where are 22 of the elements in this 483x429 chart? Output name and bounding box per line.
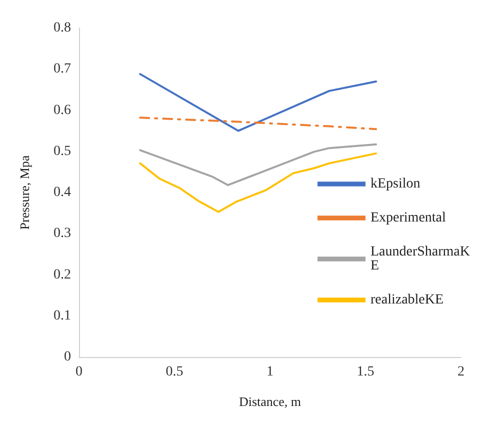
y-axis-title: Pressure, Mpa bbox=[17, 155, 32, 230]
x-tick-label: 2 bbox=[458, 364, 464, 380]
legend-label: Experimental bbox=[370, 210, 446, 226]
y-tick-label: 0.3 bbox=[54, 226, 71, 242]
y-tick-label: 0.2 bbox=[54, 267, 71, 282]
legend-label: kEpsilon bbox=[370, 176, 420, 192]
x-tick-label: 0.5 bbox=[166, 364, 184, 380]
y-tick-label: 0.4 bbox=[54, 185, 71, 200]
x-tick-label: 0 bbox=[76, 364, 82, 380]
y-tick-label: 0.5 bbox=[54, 144, 71, 159]
y-tick-label: 0.6 bbox=[54, 102, 71, 118]
line-series bbox=[139, 116, 378, 130]
x-tick-label: 1.5 bbox=[356, 364, 374, 380]
x-tick-label: 1 bbox=[266, 364, 274, 380]
legend-label: realizableKE bbox=[370, 292, 444, 308]
legend-label: LaunderSharmaKE bbox=[370, 244, 470, 274]
y-tick-label: 0.8 bbox=[54, 20, 71, 36]
y-tick-label: 0 bbox=[64, 350, 71, 364]
x-axis-title: Distance, m bbox=[238, 394, 302, 409]
y-tick-label: 0.1 bbox=[54, 308, 71, 324]
y-tick-label: 0.7 bbox=[54, 62, 71, 77]
line-series bbox=[139, 73, 378, 132]
